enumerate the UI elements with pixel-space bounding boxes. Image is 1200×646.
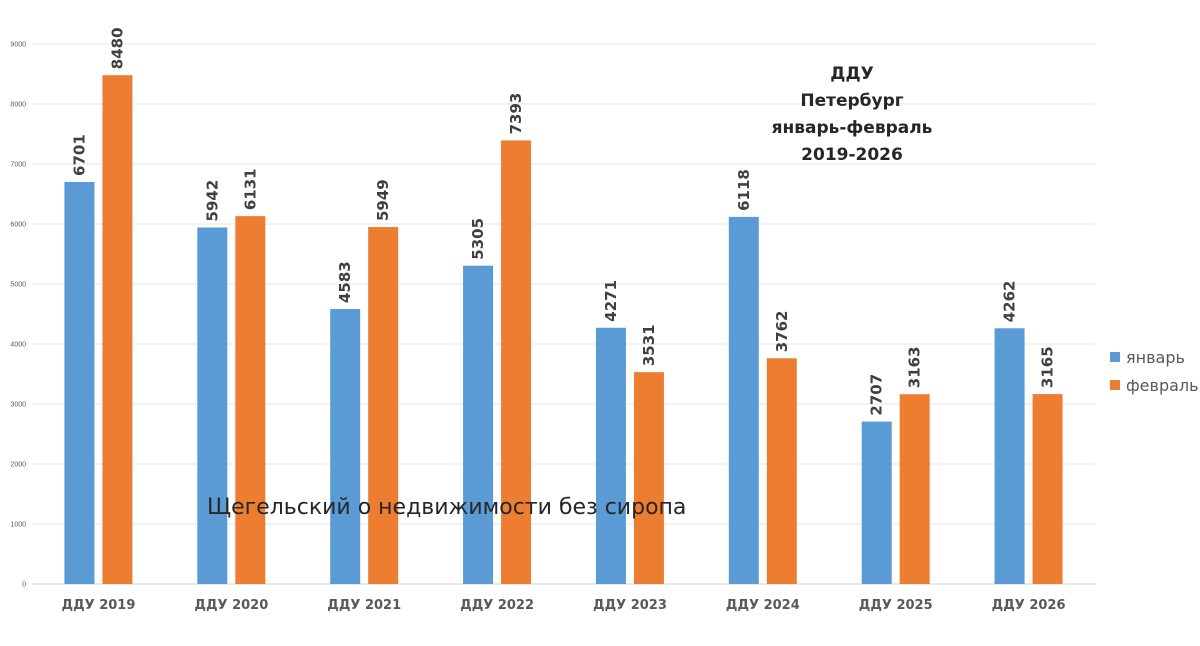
x-category-label: ДДУ 2026: [992, 598, 1066, 613]
x-category-label: ДДУ 2021: [327, 598, 401, 613]
data-label: 4271: [602, 280, 620, 322]
y-tick-label: 5000: [10, 282, 26, 289]
y-tick-label: 7000: [10, 162, 26, 169]
y-tick-label: 4000: [10, 342, 26, 349]
chart-title-line: ДДУ: [830, 64, 873, 84]
y-tick-label: 8000: [10, 102, 26, 109]
watermark-text: Щегельский о недвижимости без сиропа: [207, 495, 686, 520]
data-label: 4262: [1001, 281, 1019, 323]
x-axis-categories: ДДУ 2019 ДДУ 2020 ДДУ 2021 ДДУ 2022 ДДУ 2023…: [61, 598, 1065, 613]
bar-february: [766, 358, 797, 584]
bar-february: [235, 216, 266, 584]
bar-february: [102, 75, 133, 584]
data-label: 3531: [640, 324, 658, 366]
bar-january: [728, 216, 759, 585]
data-label: 3163: [906, 346, 924, 388]
x-category-label: ДДУ 2024: [726, 598, 800, 613]
data-label: 2707: [868, 374, 886, 416]
data-label: 6131: [241, 168, 259, 210]
bar-january: [595, 327, 626, 584]
x-category-label: ДДУ 2023: [593, 598, 667, 613]
bar-january: [330, 309, 361, 584]
bar-january: [197, 227, 228, 585]
y-tick-label: 6000: [10, 222, 26, 229]
bar-february: [501, 140, 532, 585]
bar-january: [463, 265, 494, 584]
bar-january: [64, 181, 95, 584]
chart-title-line: 2019-2026: [801, 145, 903, 165]
data-label: 5305: [469, 218, 487, 260]
data-label: 8480: [108, 27, 126, 69]
bar-february: [368, 227, 399, 584]
legend-label: январь: [1126, 348, 1185, 367]
legend-swatch: [1110, 380, 1120, 390]
y-tick-label: 1000: [10, 522, 26, 529]
x-category-label: ДДУ 2025: [859, 598, 933, 613]
legend: январь февраль: [1110, 348, 1199, 395]
data-labels: 6701 8480 5942 6131 4583 5949 5305 7393 4271 3531…: [70, 27, 1056, 415]
bars: [64, 75, 1063, 585]
chart-title: ДДУ Петербург январь-февраль 2019-2026: [772, 64, 933, 165]
data-label: 7393: [507, 93, 525, 135]
x-category-label: ДДУ 2022: [460, 598, 534, 613]
y-axis-ticks: 0 1000 2000 3000 4000 5000 6000 7000 8000 9000: [10, 42, 26, 589]
y-tick-label: 3000: [10, 402, 26, 409]
data-label: 6701: [70, 134, 88, 176]
data-label: 4583: [336, 261, 354, 303]
bar-january: [861, 421, 892, 584]
data-label: 6118: [735, 169, 753, 211]
chart-title-line: Петербург: [800, 91, 903, 111]
data-label: 5942: [203, 180, 221, 222]
bar-january: [994, 328, 1025, 584]
data-label: 3165: [1039, 346, 1057, 388]
y-tick-label: 2000: [10, 462, 26, 469]
y-tick-label: 0: [22, 582, 26, 589]
x-category-label: ДДУ 2019: [61, 598, 135, 613]
legend-label: февраль: [1126, 376, 1199, 395]
data-label: 3762: [773, 311, 791, 353]
legend-swatch: [1110, 352, 1120, 362]
data-label: 5949: [374, 179, 392, 221]
y-tick-label: 9000: [10, 42, 26, 49]
bar-february: [899, 394, 930, 584]
bar-february: [1032, 394, 1063, 584]
bar-february: [633, 372, 664, 584]
chart-title-line: январь-февраль: [772, 118, 933, 138]
x-category-label: ДДУ 2020: [194, 598, 268, 613]
